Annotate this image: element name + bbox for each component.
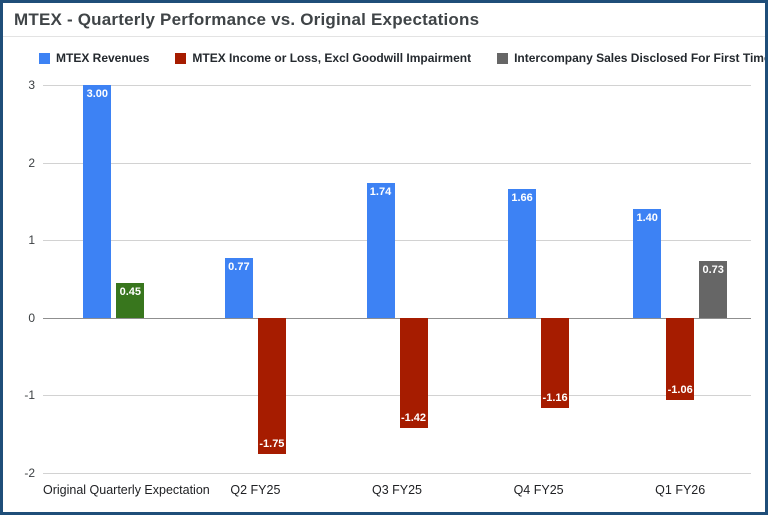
legend-swatch-icon <box>497 52 509 64</box>
bar: 1.74 <box>366 182 395 318</box>
legend-item: MTEX Revenues <box>39 51 149 65</box>
y-axis-label: 1 <box>28 233 35 248</box>
y-axis-label: 2 <box>28 155 35 170</box>
bar: 0.73 <box>699 261 728 318</box>
bar-value-label: 3.00 <box>86 88 109 100</box>
y-axis-label: -1 <box>24 388 35 403</box>
bar-value-label: 1.66 <box>511 191 533 204</box>
legend-label: MTEX Income or Loss, Excl Goodwill Impai… <box>192 51 472 65</box>
bar-value-label: 0.73 <box>702 264 724 277</box>
plot-area: 3 2 1 0 -1 -2 3.00 0.45 Original Quarterly Expec… <box>24 78 751 497</box>
bar: -1.06 <box>666 317 695 401</box>
legend-label: MTEX Revenues <box>56 51 150 65</box>
legend-item: MTEX Income or Loss, Excl Goodwill Impai… <box>175 51 471 65</box>
gridline <box>43 162 751 164</box>
x-axis-label: Q2 FY25 <box>230 483 281 497</box>
bar-value-label: 0.45 <box>119 285 142 298</box>
bar-value-label: -1.42 <box>400 411 427 424</box>
bar-value-label: 1.74 <box>369 185 392 198</box>
bar-value-label: -1.06 <box>667 384 693 397</box>
legend-label: Intercompany Sales Disclosed For First T… <box>514 51 768 65</box>
bar-value-label: -1.16 <box>542 391 568 404</box>
x-axis-label: Original Quarterly Expectation <box>43 483 210 497</box>
bar: 1.40 <box>633 209 662 318</box>
bar-value-label: 0.77 <box>228 261 250 274</box>
y-axis-label: -2 <box>24 466 35 480</box>
y-axis-label: 0 <box>28 310 35 325</box>
x-axis-label: Q3 FY25 <box>371 483 422 497</box>
bar: -1.75 <box>257 317 286 454</box>
gridline <box>43 395 751 397</box>
gridline <box>43 473 751 474</box>
zero-gridline <box>43 317 751 319</box>
gridline <box>43 85 751 86</box>
bar-value-label: -1.75 <box>259 437 285 450</box>
x-axis-label: Q4 FY25 <box>513 483 564 497</box>
bar: 1.66 <box>508 188 537 318</box>
gridline <box>43 240 751 242</box>
legend-item: Intercompany Sales Disclosed For First T… <box>497 51 768 65</box>
legend-swatch-icon <box>39 52 50 64</box>
x-axis-label: Q1 FY26 <box>655 483 706 497</box>
legend: MTEX Revenues MTEX Income or Loss, Excl G… <box>39 51 768 65</box>
bar: 3.00 <box>83 85 112 318</box>
legend-swatch-icon <box>175 52 187 64</box>
bar: -1.42 <box>399 317 428 428</box>
chart-title: MTEX - Quarterly Performance vs. Origina… <box>14 10 480 29</box>
title-divider <box>3 36 765 37</box>
bar: 0.45 <box>116 282 145 318</box>
bar-value-label: 1.40 <box>636 212 658 225</box>
y-axis-label: 3 <box>28 78 35 92</box>
bar: -1.16 <box>541 317 570 408</box>
bar: 0.77 <box>224 258 253 318</box>
